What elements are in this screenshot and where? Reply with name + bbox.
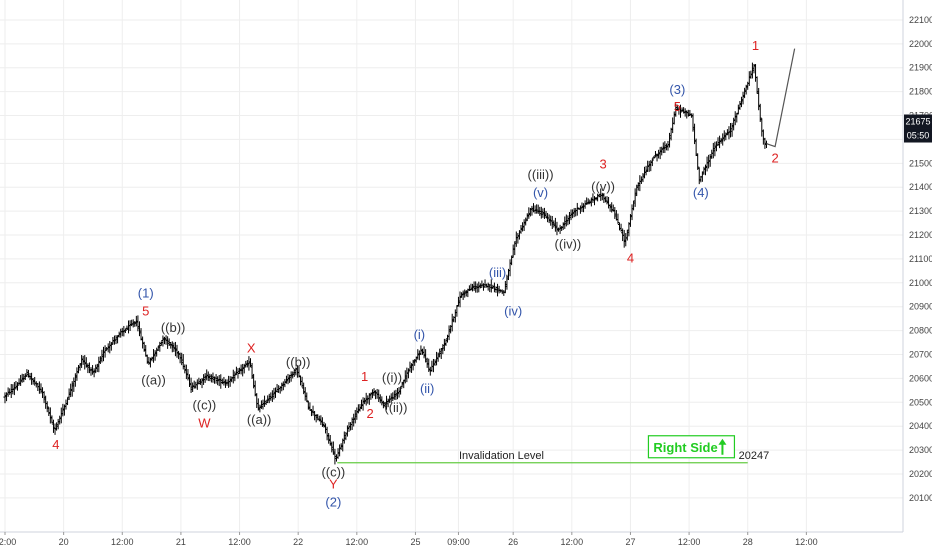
wave-label: (iv) — [504, 303, 522, 318]
wave-label: X — [247, 340, 256, 355]
right-side-label: Right Side — [653, 440, 717, 455]
price-tick-label: 20100 — [909, 493, 932, 503]
countdown-badge: 05:50 — [904, 128, 932, 143]
ohlc-bar — [399, 386, 403, 395]
price-tick-label: 21000 — [909, 278, 932, 288]
wave-label: 2 — [771, 150, 778, 165]
wave-label: ((i)) — [382, 370, 402, 385]
wave-label: (3) — [669, 82, 685, 97]
time-tick-label: 26 — [508, 537, 518, 547]
projection-path[interactable] — [766, 48, 796, 148]
time-tick-label: 12:00 — [795, 537, 818, 547]
wave-label: W — [198, 416, 211, 431]
price-tick-label: 20700 — [909, 350, 932, 360]
time-axis[interactable]: 12:00 20 12:00 21 12:00 22 12:00 25 09:00 26 12:00… — [0, 531, 903, 547]
wave-label: Y — [329, 477, 338, 492]
time-tick-label: 21 — [176, 537, 186, 547]
countdown-value: 05:50 — [907, 131, 930, 141]
price-bars — [3, 62, 769, 465]
price-tick-label: 20900 — [909, 302, 932, 312]
price-tick-label: 20500 — [909, 397, 932, 407]
time-tick-label: 09:00 — [447, 537, 470, 547]
invalidation-label: Invalidation Level — [459, 450, 544, 462]
time-tick-label: 12:00 — [0, 537, 16, 547]
wave-label: ((iv)) — [555, 236, 582, 251]
wave-label: (i) — [414, 327, 426, 342]
wave-label: ((b)) — [161, 320, 186, 335]
wave-label: 5 — [142, 303, 149, 318]
ohlc-bar — [45, 401, 49, 413]
wave-label: 3 — [599, 156, 606, 171]
wave-label: 1 — [361, 369, 368, 384]
ohlc-bar — [510, 255, 514, 266]
price-tick-label: 20600 — [909, 373, 932, 383]
price-tick-label: 20200 — [909, 469, 932, 479]
wave-label: (v) — [533, 185, 548, 200]
current-price-value: 21675 — [905, 117, 930, 127]
price-tick-label: 21300 — [909, 206, 932, 216]
invalidation-value: 20247 — [739, 450, 770, 462]
price-tick-label: 21200 — [909, 230, 932, 240]
wave-label: (ii) — [420, 381, 434, 396]
price-tick-label: 21800 — [909, 87, 932, 97]
time-tick-label: 12:00 — [678, 537, 701, 547]
wave-label: 2 — [366, 406, 373, 421]
wave-label: ((iii)) — [528, 167, 554, 182]
wave-label: 5 — [674, 99, 681, 114]
wave-label: ((a)) — [141, 373, 166, 388]
time-tick-label: 28 — [743, 537, 753, 547]
time-tick-label: 22 — [293, 537, 303, 547]
ohlc-bar — [650, 158, 654, 167]
wave-label: ((c)) — [321, 465, 345, 480]
time-tick-label: 12:00 — [228, 537, 251, 547]
wave-label: ((c)) — [192, 398, 216, 413]
ohlc-bar — [652, 156, 656, 159]
time-tick-label: 20 — [59, 537, 69, 547]
ohlc-bar — [758, 103, 762, 122]
price-tick-label: 20400 — [909, 421, 932, 431]
grid-lines — [0, 0, 903, 532]
time-tick-label: 12:00 — [346, 537, 369, 547]
wave-label: (iii) — [489, 265, 506, 280]
wave-label: 4 — [627, 251, 634, 266]
price-tick-label: 21500 — [909, 158, 932, 168]
wave-label: ((v)) — [591, 179, 615, 194]
wave-label: (2) — [325, 494, 341, 509]
wave-label: 1 — [752, 38, 759, 53]
time-tick-label: 12:00 — [111, 537, 134, 547]
ohlc-bar — [696, 153, 700, 170]
arrow-up-icon — [718, 438, 727, 455]
wave-label: ((ii)) — [384, 400, 407, 415]
wave-label: (4) — [693, 185, 709, 200]
wave-label: ((b)) — [286, 355, 311, 370]
price-tick-label: 21900 — [909, 63, 932, 73]
price-axis[interactable]: 20100 20200 20300 20400 20500 20600 20700 20800… — [902, 0, 932, 532]
price-tick-label: 21400 — [909, 182, 932, 192]
price-tick-label: 22000 — [909, 39, 932, 49]
time-tick-label: 25 — [410, 537, 420, 547]
wave-label: ((a)) — [247, 412, 272, 427]
ohlc-bar — [103, 345, 107, 358]
ohlc-bar — [123, 328, 127, 334]
right-side-annotation[interactable]: Right Side — [647, 435, 736, 459]
price-tick-label: 20300 — [909, 445, 932, 455]
current-price-badge: 21675 — [904, 114, 932, 129]
ohlc-bar — [616, 213, 620, 224]
time-tick-label: 27 — [625, 537, 635, 547]
wave-label: 4 — [52, 437, 59, 452]
wave-labels: 4(1)5((a))((b))((c))WX((a))((b))((c))Y(2… — [52, 38, 779, 509]
price-tick-label: 22100 — [909, 15, 932, 25]
price-tick-label: 21100 — [909, 254, 932, 264]
price-tick-label: 20800 — [909, 326, 932, 336]
levels: Invalidation Level 20247 Right Side — [337, 48, 796, 464]
time-tick-label: 12:00 — [561, 537, 584, 547]
wave-label: (1) — [138, 285, 154, 300]
